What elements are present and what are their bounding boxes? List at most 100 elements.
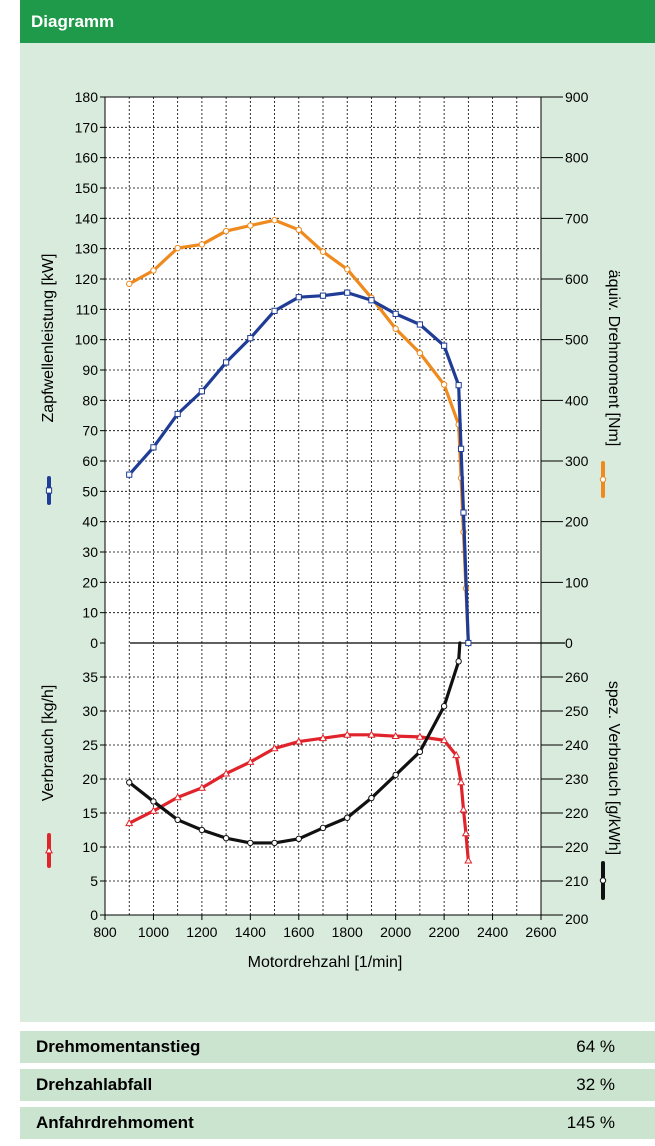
y-tick-label-right: 500 bbox=[565, 332, 589, 348]
engine-performance-chart: 0102030405060708090100110120130140150160… bbox=[40, 89, 622, 971]
x-tick-label: 1600 bbox=[283, 924, 314, 940]
stats-table: Drehmomentanstieg 64 % Drehzahlabfall 32… bbox=[20, 1031, 655, 1145]
data-point bbox=[455, 658, 462, 665]
x-tick-label: 1000 bbox=[138, 924, 169, 940]
y-tick-label-right: 0 bbox=[565, 635, 573, 651]
stat-value: 145 % bbox=[566, 1113, 615, 1132]
y-tick-label-left: 30 bbox=[82, 703, 98, 719]
data-point bbox=[150, 444, 157, 451]
y-tick-label-left: 0 bbox=[90, 907, 98, 923]
x-tick-label: 1800 bbox=[332, 924, 363, 940]
data-point bbox=[45, 487, 53, 494]
data-point bbox=[391, 731, 400, 740]
data-point bbox=[44, 846, 54, 854]
y-tick-label-left: 15 bbox=[82, 805, 98, 821]
data-point bbox=[344, 814, 351, 821]
data-point bbox=[440, 381, 448, 388]
data-point bbox=[344, 289, 351, 296]
data-point bbox=[416, 321, 423, 328]
y-tick-label-left: 140 bbox=[75, 210, 99, 226]
x-tick-label: 800 bbox=[93, 924, 117, 940]
data-point bbox=[368, 794, 375, 802]
y-tick-label-right: 800 bbox=[565, 150, 589, 166]
y-tick-label-right: 240 bbox=[565, 737, 589, 753]
data-point bbox=[125, 818, 134, 827]
y-tick-label-left: 5 bbox=[90, 873, 98, 889]
data-point bbox=[149, 806, 158, 814]
data-point bbox=[247, 222, 254, 229]
data-point bbox=[416, 349, 424, 357]
data-point bbox=[343, 730, 352, 738]
data-point bbox=[271, 839, 278, 847]
data-point bbox=[319, 248, 327, 255]
y-tick-label-left: 100 bbox=[75, 332, 99, 348]
data-point bbox=[126, 471, 133, 478]
data-point bbox=[459, 805, 468, 813]
stat-value: 64 % bbox=[576, 1037, 615, 1056]
stat-label: Drehzahlabfall bbox=[36, 1075, 153, 1094]
data-point bbox=[464, 856, 473, 864]
data-point bbox=[222, 834, 230, 842]
y-tick-label-right: 100 bbox=[565, 574, 589, 590]
y-tick-label-right: 300 bbox=[565, 453, 589, 469]
data-point bbox=[247, 839, 254, 847]
y-axis-title-left-top: Zapfwellenleistung [kW] bbox=[40, 254, 57, 423]
section-header: Diagramm bbox=[20, 0, 655, 43]
x-tick-label: 2000 bbox=[380, 924, 411, 940]
data-point bbox=[150, 798, 157, 805]
y-tick-label-right: 230 bbox=[565, 771, 589, 787]
y-tick-label-left: 80 bbox=[82, 392, 98, 408]
data-point bbox=[318, 733, 328, 742]
y-tick-label-left: 60 bbox=[82, 453, 98, 469]
stat-row-starting-torque: Anfahrdrehmoment 145 % bbox=[20, 1107, 655, 1139]
stat-value: 32 % bbox=[576, 1075, 615, 1094]
y-tick-label-left: 130 bbox=[75, 241, 99, 257]
data-point bbox=[270, 744, 279, 752]
data-point bbox=[174, 410, 181, 418]
data-point bbox=[441, 342, 448, 349]
data-point bbox=[599, 877, 607, 884]
data-point bbox=[246, 757, 255, 765]
data-point bbox=[599, 476, 607, 483]
y-tick-label-left: 90 bbox=[82, 362, 98, 378]
x-tick-label: 1400 bbox=[235, 924, 266, 940]
data-point bbox=[416, 748, 424, 755]
series-specific-consumption bbox=[126, 641, 462, 847]
data-point bbox=[222, 769, 231, 777]
series-line bbox=[127, 291, 470, 645]
data-point bbox=[126, 280, 133, 288]
y-tick-label-right: 220 bbox=[565, 839, 589, 855]
data-point bbox=[198, 388, 205, 395]
y-tick-label-right: 400 bbox=[565, 392, 589, 408]
data-point bbox=[440, 735, 449, 744]
data-point bbox=[222, 227, 230, 235]
data-point bbox=[223, 359, 230, 366]
y-tick-label-right: 210 bbox=[565, 873, 589, 889]
series-consumption bbox=[125, 730, 473, 864]
y-axis-title-right-top: äquiv. Drehmoment [Nm] bbox=[605, 270, 622, 447]
stat-row-torque-rise: Drehmomentanstieg 64 % bbox=[20, 1031, 655, 1063]
data-point bbox=[319, 824, 327, 832]
y-tick-label-left: 20 bbox=[82, 574, 98, 590]
y-tick-label-left: 110 bbox=[76, 301, 99, 317]
data-point bbox=[392, 310, 399, 317]
data-point bbox=[392, 771, 399, 779]
x-tick-label: 2600 bbox=[525, 924, 556, 940]
data-point bbox=[197, 783, 206, 791]
data-point bbox=[271, 216, 278, 224]
data-point bbox=[344, 266, 351, 273]
series-power bbox=[126, 289, 472, 647]
x-tick-label: 2400 bbox=[477, 924, 508, 940]
data-point bbox=[198, 826, 206, 834]
data-point bbox=[455, 382, 462, 389]
y-tick-label-right: 700 bbox=[565, 210, 589, 226]
x-tick-label: 2200 bbox=[429, 924, 460, 940]
y-tick-label-left: 70 bbox=[82, 423, 98, 439]
data-point bbox=[150, 267, 157, 274]
y-tick-label-right: 200 bbox=[565, 911, 589, 927]
y-tick-label-left: 150 bbox=[75, 180, 99, 196]
y-tick-label-left: 20 bbox=[82, 771, 98, 787]
data-point bbox=[368, 297, 375, 304]
y-tick-label-right: 200 bbox=[565, 514, 589, 530]
data-point bbox=[465, 639, 472, 647]
